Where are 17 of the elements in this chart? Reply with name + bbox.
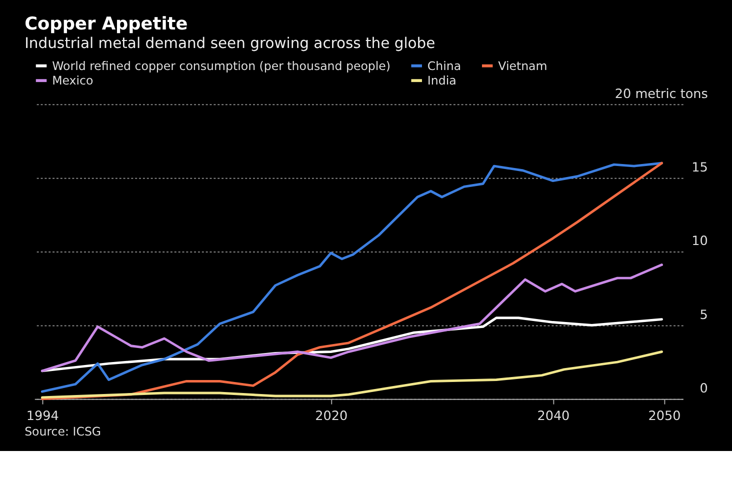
x-tick-label: 2050	[648, 409, 681, 424]
x-tick-label: 2040	[537, 409, 570, 424]
legend-label: World refined copper consumption (per thousand people)	[52, 58, 391, 73]
y-tick-label: 5	[700, 308, 708, 323]
legend-label: India	[427, 74, 456, 88]
y-tick-label: 20 metric tons	[614, 86, 708, 102]
legend-label: Mexico	[52, 74, 94, 88]
legend-label: China	[427, 58, 462, 73]
x-tick-label: 2020	[315, 409, 348, 424]
y-tick-label: 0	[700, 382, 708, 397]
x-tick-label: 1994	[26, 409, 59, 424]
legend-label: Vietnam	[498, 58, 548, 73]
source-note: Source: ICSG	[24, 424, 102, 438]
y-tick-label: 10	[692, 234, 708, 250]
chart-subtitle: Industrial metal demand seen growing across the globe	[24, 35, 436, 52]
chart-title: Copper Appetite	[24, 14, 188, 34]
y-tick-label: 15	[692, 160, 708, 176]
